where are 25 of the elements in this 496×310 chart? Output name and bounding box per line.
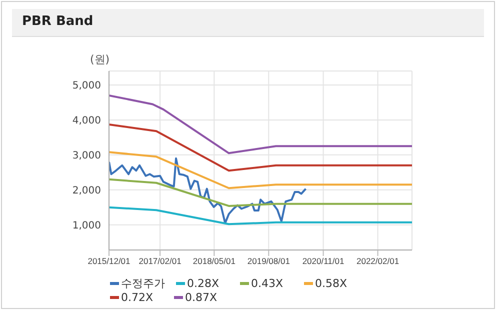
- line-series: [109, 178, 412, 207]
- y-axis-title: (원): [90, 52, 110, 67]
- y-tick-label: 5,000: [72, 80, 101, 92]
- y-tick-label: 4,000: [72, 115, 101, 126]
- x-tick-label: 2017/02/01: [138, 256, 182, 266]
- line-series: [109, 157, 307, 224]
- x-tick-label: 2020/11/01: [302, 256, 345, 266]
- legend-label: 0.43X: [251, 276, 284, 290]
- y-tick-label: 3,000: [72, 150, 101, 162]
- legend-label: 0.58X: [315, 276, 348, 290]
- legend-label: 수정주가: [121, 276, 165, 290]
- legend-label: 0.87X: [185, 290, 218, 304]
- x-tick-label: 2018/05/01: [192, 256, 236, 266]
- line-series: [109, 94, 412, 154]
- x-tick-label: 2019/08/01: [247, 256, 290, 266]
- line-series: [109, 151, 412, 190]
- x-tick-label: 2015/12/01: [88, 256, 131, 266]
- y-tick-label: 2,000: [72, 185, 101, 196]
- line-series: [109, 123, 412, 172]
- line-series: [109, 206, 412, 226]
- chart-title: PBR Band: [22, 14, 94, 29]
- legend-label: 0.72X: [121, 290, 154, 304]
- x-tick-label: 2022/02/01: [356, 256, 400, 266]
- y-tick-label: 1,000: [72, 220, 101, 232]
- legend-label: 0.28X: [187, 276, 220, 290]
